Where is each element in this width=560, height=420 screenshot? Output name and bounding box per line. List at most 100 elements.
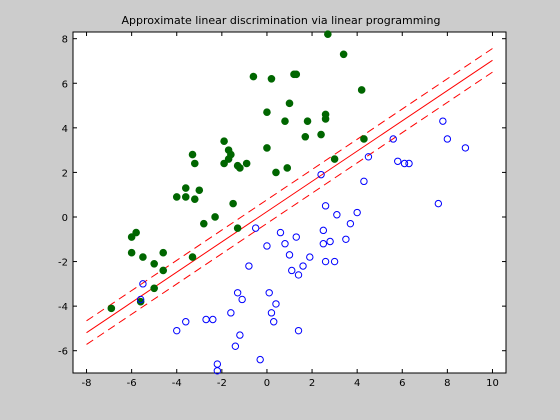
open-point xyxy=(213,367,222,375)
filled-point xyxy=(263,144,271,152)
open-point xyxy=(405,159,413,168)
open-point xyxy=(139,280,147,288)
open-point xyxy=(136,295,145,304)
open-point xyxy=(265,289,273,297)
open-point xyxy=(209,315,217,324)
open-point xyxy=(294,271,303,279)
open-point xyxy=(330,257,339,266)
filled-point xyxy=(272,168,280,177)
open-point xyxy=(319,226,328,235)
axis-ticks: -8 -6 -4 -2 0 2 4 6 8 10 -6 -4 -2 0 2 4 6 8 xyxy=(58,32,506,389)
filled-point xyxy=(211,213,219,221)
filled-point xyxy=(357,86,366,94)
open-point xyxy=(443,135,452,143)
x-tick-label: 2 xyxy=(309,378,315,389)
filled-point xyxy=(132,228,140,237)
open-point xyxy=(173,326,181,335)
open-point xyxy=(360,177,368,186)
filled-point xyxy=(127,248,136,257)
filled-point xyxy=(330,155,339,163)
open-point xyxy=(364,153,373,161)
filled-point xyxy=(242,159,251,168)
filled-point xyxy=(220,159,228,168)
filled-point xyxy=(339,50,348,59)
y-tick-label: 8 xyxy=(62,35,68,46)
open-point xyxy=(281,240,289,248)
open-point xyxy=(306,253,314,261)
filled-point xyxy=(188,253,197,261)
chart-title: Approximate linear discrimination via li… xyxy=(122,14,441,27)
filled-point xyxy=(317,130,325,139)
x-tick-label: -4 xyxy=(172,378,182,389)
filled-point xyxy=(190,159,199,168)
x-tick-label: 4 xyxy=(354,378,360,389)
open-point xyxy=(256,355,264,364)
y-tick-label: 6 xyxy=(62,79,68,90)
filled-point xyxy=(324,30,332,39)
filled-point xyxy=(292,70,301,79)
y-tick-label: -4 xyxy=(58,302,68,313)
filled-point xyxy=(190,195,199,203)
filled-point xyxy=(107,304,116,313)
y-tick-label: -2 xyxy=(58,258,68,269)
open-point xyxy=(353,208,361,217)
filled-point xyxy=(127,233,136,241)
open-point xyxy=(333,211,341,219)
filled-point xyxy=(249,72,258,81)
filled-point xyxy=(227,150,235,159)
filled-point xyxy=(172,193,181,201)
open-point xyxy=(317,170,325,179)
open-point xyxy=(267,309,276,317)
y-tick-label: 4 xyxy=(62,124,68,135)
filled-point xyxy=(303,117,312,125)
margin-line xyxy=(86,71,493,345)
x-tick-label: -2 xyxy=(217,378,227,389)
y-tick-label: 2 xyxy=(62,168,68,179)
open-point xyxy=(263,242,271,250)
filled-point xyxy=(159,248,168,257)
filled-point xyxy=(233,224,242,232)
open-point xyxy=(245,262,253,270)
open-point xyxy=(321,202,330,210)
open-point xyxy=(285,251,294,259)
filled-point xyxy=(200,219,208,228)
x-tick-label: -8 xyxy=(82,378,92,389)
filled-point xyxy=(159,266,168,275)
open-point xyxy=(270,318,278,326)
filled-point xyxy=(139,253,147,261)
open-point xyxy=(238,295,246,304)
filled-point xyxy=(267,75,276,83)
x-tick-label: 8 xyxy=(444,378,450,389)
open-point xyxy=(233,289,242,297)
open-point xyxy=(272,300,280,308)
open-point xyxy=(461,144,470,152)
filled-point xyxy=(220,137,228,146)
open-point xyxy=(342,235,350,243)
filled-point xyxy=(229,199,237,208)
filled-point xyxy=(360,135,368,143)
open-point xyxy=(319,240,328,248)
filled-point xyxy=(321,115,330,123)
filled-point xyxy=(195,186,204,195)
filled-point xyxy=(181,193,190,201)
open-point xyxy=(182,318,190,326)
filled-point xyxy=(188,150,197,159)
open-point xyxy=(294,326,303,335)
open-point xyxy=(321,257,330,266)
filled-point xyxy=(301,132,310,141)
y-tick-label: -6 xyxy=(58,347,68,358)
open-point xyxy=(439,117,447,125)
filled-point xyxy=(283,164,292,172)
open-point xyxy=(251,224,260,232)
y-tick-label: 0 xyxy=(62,213,68,224)
plot-area xyxy=(72,31,507,374)
filled-point xyxy=(150,259,158,268)
open-point xyxy=(394,157,402,165)
x-tick-label: -6 xyxy=(127,378,137,389)
x-tick-label: 6 xyxy=(399,378,405,389)
filled-point xyxy=(136,297,145,306)
filled-point xyxy=(150,284,158,293)
open-point xyxy=(227,309,235,317)
x-tick-label: 10 xyxy=(486,378,499,389)
